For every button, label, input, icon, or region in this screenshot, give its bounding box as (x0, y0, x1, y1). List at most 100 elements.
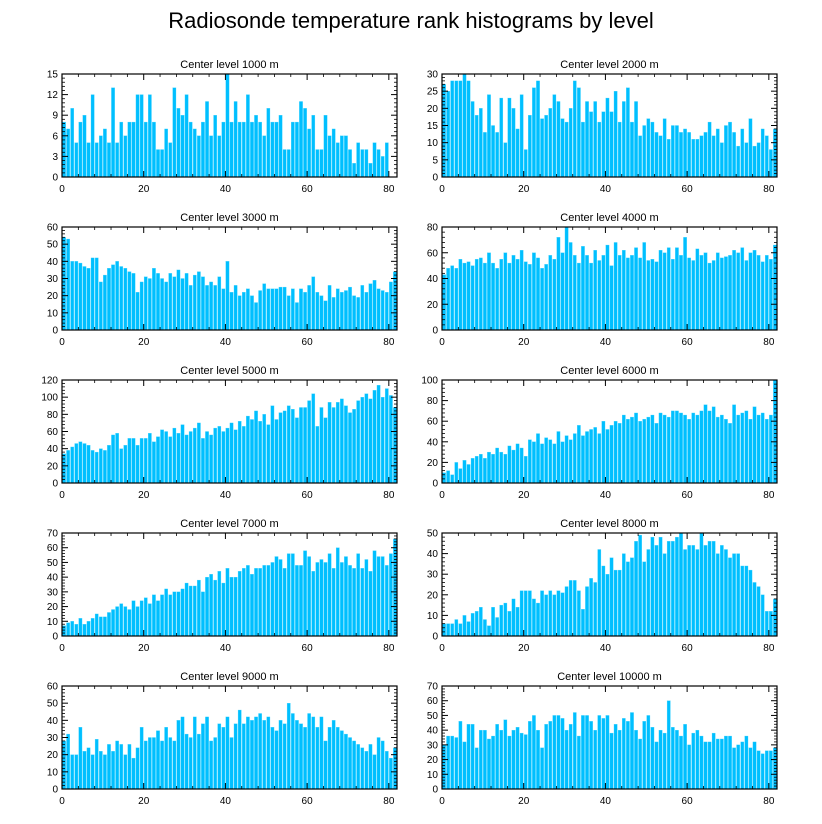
x-tick-label: 20 (138, 184, 150, 195)
histogram-bar (180, 424, 185, 484)
histogram-bar (503, 142, 508, 178)
y-tick-label: 50 (47, 699, 59, 710)
histogram-bar (115, 142, 119, 178)
histogram-bar (671, 410, 675, 484)
histogram-bar (454, 619, 459, 637)
histogram-bar (180, 716, 185, 790)
histogram-bar (515, 443, 520, 484)
histogram-bar (683, 724, 687, 790)
histogram-bar (764, 255, 769, 331)
histogram-bar (597, 433, 602, 484)
y-tick-label: 100 (421, 376, 438, 387)
histogram-bar (650, 259, 655, 331)
x-tick-label: 80 (763, 337, 775, 348)
histogram-bar (593, 250, 597, 331)
histogram-bar (675, 125, 679, 178)
histogram-bar (462, 615, 467, 637)
histogram-bar (213, 285, 217, 331)
histogram-bar (446, 470, 450, 484)
histogram-bar (266, 288, 271, 331)
histogram-bar (540, 443, 544, 484)
histogram-bar (699, 410, 704, 484)
histogram-bar (303, 550, 307, 637)
histogram-bar (103, 274, 107, 331)
histogram-bar (568, 108, 573, 178)
histogram-bar (152, 441, 156, 484)
histogram-bar (593, 729, 597, 790)
histogram-bar (111, 751, 115, 790)
histogram-bar (695, 139, 700, 178)
histogram-bar (66, 622, 70, 637)
panel-title: Center level 10000 m (557, 671, 662, 683)
histogram-bar (123, 268, 128, 331)
histogram-bar (658, 412, 663, 484)
x-tick-label: 40 (600, 643, 612, 654)
histogram-bar (446, 91, 450, 178)
histogram-bar (556, 237, 561, 331)
histogram-bar (491, 262, 495, 331)
x-tick-label: 40 (600, 337, 612, 348)
y-tick-label: 30 (427, 70, 439, 81)
histogram-bar (703, 132, 708, 178)
histogram-bar (266, 565, 271, 637)
histogram-bar (70, 754, 75, 790)
histogram-bar (74, 261, 79, 331)
histogram-bar (278, 115, 283, 178)
histogram-bar (78, 618, 83, 637)
histogram-bar (732, 132, 736, 178)
histogram-bar (703, 545, 708, 637)
histogram-bar (311, 716, 316, 790)
histogram-bar (720, 142, 724, 178)
histogram-bar (233, 576, 238, 637)
histogram-bar (74, 443, 79, 484)
y-tick-label: 40 (47, 444, 59, 455)
histogram-bar (630, 712, 634, 790)
histogram-bar (666, 541, 671, 637)
histogram-bar (131, 757, 136, 790)
histogram-bar (201, 723, 205, 790)
histogram-bar (630, 255, 634, 331)
histogram-bar (585, 431, 589, 484)
histogram-bar (376, 737, 381, 790)
histogram-bar (82, 751, 87, 790)
histogram-bar (577, 87, 581, 178)
histogram-bar (217, 723, 222, 790)
histogram-bar (152, 268, 156, 331)
histogram-bar (654, 261, 659, 331)
x-tick-label: 20 (138, 796, 150, 807)
histogram-bar (503, 252, 508, 331)
histogram-bar (143, 276, 148, 331)
histogram-bar (327, 553, 332, 637)
histogram-bar (666, 700, 671, 790)
histogram-bar (687, 744, 691, 790)
histogram-bar (213, 737, 217, 790)
histogram-bar (622, 250, 626, 331)
y-tick-label: 0 (432, 785, 438, 796)
histogram-bar (254, 302, 258, 331)
histogram-bar (286, 149, 291, 178)
histogram-bar (728, 735, 732, 790)
histogram-bar (205, 576, 209, 637)
histogram-bar (270, 727, 275, 790)
histogram-bar (172, 591, 177, 637)
histogram-bar (262, 565, 267, 637)
histogram-bar (581, 246, 585, 331)
histogram-bar (82, 115, 87, 178)
histogram-bar (278, 412, 283, 484)
histogram-panel: Center level 9000 m 0 20 40 60 80 0 10 20 30 40 50 6… (47, 671, 398, 807)
histogram-bar (769, 750, 773, 790)
axes-frame (61, 532, 398, 637)
histogram-bar (442, 472, 446, 484)
histogram-bar (99, 448, 103, 484)
x-tick-label: 0 (59, 796, 65, 807)
panel-title: Center level 1000 m (180, 59, 278, 71)
histogram-bar (242, 426, 246, 484)
histogram-bar (127, 438, 132, 484)
histogram-bar (744, 735, 749, 790)
histogram-bar (384, 388, 389, 484)
x-tick-label: 20 (518, 184, 530, 195)
histogram-bar (237, 421, 242, 484)
histogram-bar (470, 724, 475, 790)
histogram-bar (687, 257, 691, 331)
histogram-bar (711, 732, 716, 790)
